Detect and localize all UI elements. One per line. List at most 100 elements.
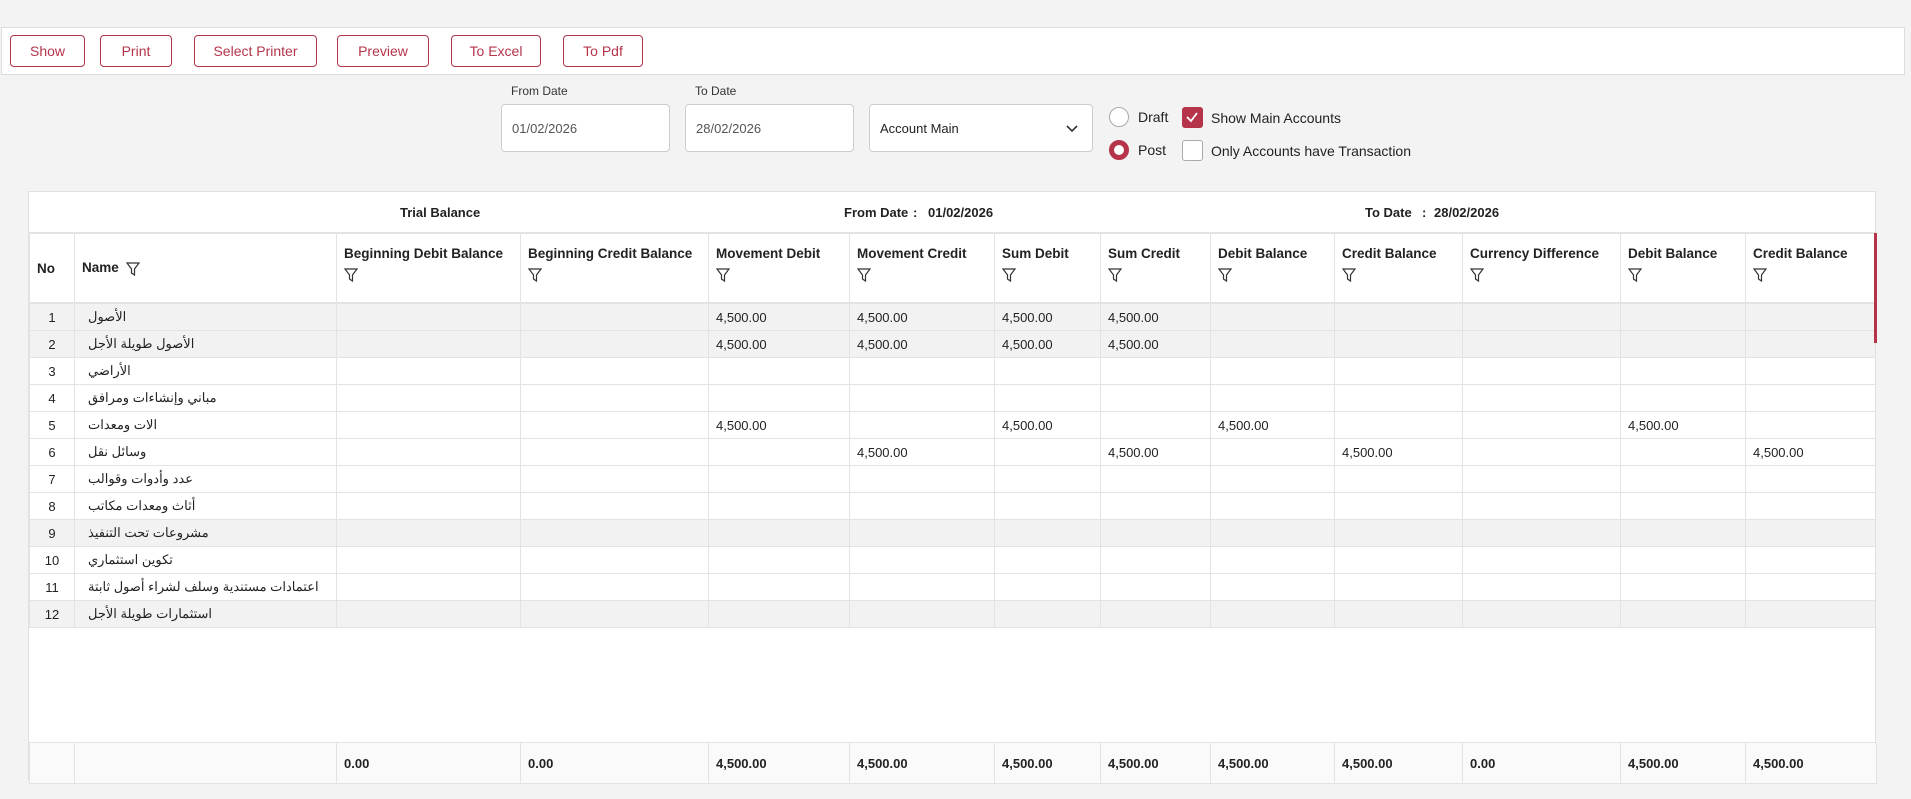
cell-value — [336, 600, 521, 628]
name-text: الات ومعدات — [88, 417, 158, 432]
radio[interactable] — [1109, 107, 1129, 127]
cell-value — [1745, 330, 1875, 358]
cell-value — [1620, 519, 1746, 547]
cell-value: 4,500.00 — [1100, 303, 1211, 331]
cell-name: مشروعات تحت التنفيذ — [74, 519, 337, 547]
cell-value — [1462, 573, 1621, 601]
cell-value: 4,500.00 — [849, 303, 995, 331]
cell-empty — [29, 742, 75, 784]
filter-icon[interactable] — [1217, 268, 1233, 283]
filter-icon[interactable] — [1341, 268, 1357, 283]
cell-value — [1210, 492, 1335, 520]
cell-value — [1462, 546, 1621, 574]
filter-icon[interactable] — [1001, 268, 1017, 283]
cell-value — [1334, 546, 1463, 574]
checkbox-label: Show Main Accounts — [1211, 110, 1341, 126]
cell-value — [520, 600, 709, 628]
filter-icon[interactable] — [126, 262, 141, 276]
button[interactable]: Print — [100, 35, 172, 67]
button[interactable]: Select Printer — [194, 35, 317, 67]
cell-value — [994, 600, 1101, 628]
filter-icon[interactable] — [527, 268, 543, 283]
filter-icon[interactable] — [1469, 268, 1485, 283]
cell-value — [849, 411, 995, 439]
cell-value — [336, 330, 521, 358]
table-row: 12 استثمارات طويلة الأجل — [29, 600, 1875, 628]
cell-value: 4,500.00 — [1334, 438, 1463, 466]
cell-name: الات ومعدات — [74, 411, 337, 439]
to-label: To Date — [1365, 205, 1412, 220]
button[interactable]: To Pdf — [563, 35, 643, 67]
cell-value — [994, 492, 1101, 520]
cell-name: تكوين استثماري — [74, 546, 337, 574]
cell-value — [1462, 330, 1621, 358]
column-title: Beginning Debit Balance — [344, 246, 504, 261]
total-value: 4,500.00 — [1334, 742, 1463, 784]
total-value: 0.00 — [520, 742, 709, 784]
cell-value — [708, 465, 850, 493]
table-header: No Name Beginning Debit Balance Beginning … — [29, 233, 1877, 303]
date-input[interactable]: 01/02/2026 — [501, 104, 670, 152]
table-row: 1 الأصول 4,500.00 4,500.00 4,500.00 4,500.00 — [29, 303, 1875, 331]
cell-value — [1210, 330, 1335, 358]
checkbox[interactable] — [1182, 107, 1203, 128]
column-header: Debit Balance — [1210, 233, 1335, 303]
cell-name: الأصول طويلة الأجل — [74, 330, 337, 358]
cell-value — [1334, 519, 1463, 547]
cell-value: 4,500.00 — [994, 303, 1101, 331]
cell-value: 4,500.00 — [1100, 438, 1211, 466]
name-text: اعتمادات مستندية وسلف لشراء أصول ثابتة — [88, 579, 319, 594]
cell-value — [1620, 303, 1746, 331]
cell-value — [1620, 492, 1746, 520]
column-title: Credit Balance — [1753, 246, 1848, 261]
cell-value — [520, 519, 709, 547]
column-title: No — [37, 260, 55, 276]
cell-value: 4,500.00 — [708, 330, 850, 358]
cell-value: 4,500.00 — [849, 438, 995, 466]
chevron — [1066, 125, 1078, 133]
cell-value — [1462, 465, 1621, 493]
cell-value: 4,500.00 — [708, 303, 850, 331]
radio[interactable] — [1109, 140, 1129, 160]
cell-value — [1462, 303, 1621, 331]
radio-label: Post — [1138, 142, 1167, 158]
table-row: 2 الأصول طويلة الأجل 4,500.00 4,500.00 4,500… — [29, 330, 1875, 358]
filter-icon[interactable] — [1752, 268, 1768, 283]
cell-value — [1745, 546, 1875, 574]
checkbox[interactable] — [1182, 140, 1203, 161]
filter-icon[interactable] — [856, 268, 872, 283]
total-value: 4,500.00 — [1620, 742, 1746, 784]
cell-value — [1100, 465, 1211, 493]
cell-value — [1334, 600, 1463, 628]
button[interactable]: To Excel — [451, 35, 541, 67]
cell-value — [1100, 357, 1211, 385]
cell-value — [336, 384, 521, 412]
header-row: No Name Beginning Debit Balance Beginning … — [29, 233, 1877, 303]
name-text: تكوين استثماري — [88, 552, 173, 567]
cell-value — [520, 384, 709, 412]
cell-name: الأراضي — [74, 357, 337, 385]
radio-label: Draft — [1138, 109, 1169, 125]
cell-value — [1462, 519, 1621, 547]
checkmark — [1186, 112, 1198, 123]
cell-value: 4,500.00 — [1620, 411, 1746, 439]
filter-icon[interactable] — [1627, 268, 1643, 283]
filter-icon[interactable] — [1107, 268, 1123, 283]
cell-value — [708, 600, 850, 628]
cell-value — [336, 546, 521, 574]
cell-value — [1745, 357, 1875, 385]
filter-icon[interactable] — [715, 268, 731, 283]
cell-value — [520, 438, 709, 466]
checkbox-label: Only Accounts have Transaction — [1211, 143, 1411, 159]
cell-no: 4 — [29, 384, 75, 412]
column-header: Sum Debit — [994, 233, 1101, 303]
button[interactable]: Preview — [337, 35, 429, 67]
filter-icon[interactable] — [343, 268, 359, 283]
account-select[interactable]: Account Main — [869, 104, 1093, 152]
button[interactable]: Show — [10, 35, 85, 67]
date-input[interactable]: 28/02/2026 — [685, 104, 854, 152]
to-value: 28/02/2026 — [1434, 205, 1500, 220]
cell-value — [994, 519, 1101, 547]
cell-value — [708, 519, 850, 547]
